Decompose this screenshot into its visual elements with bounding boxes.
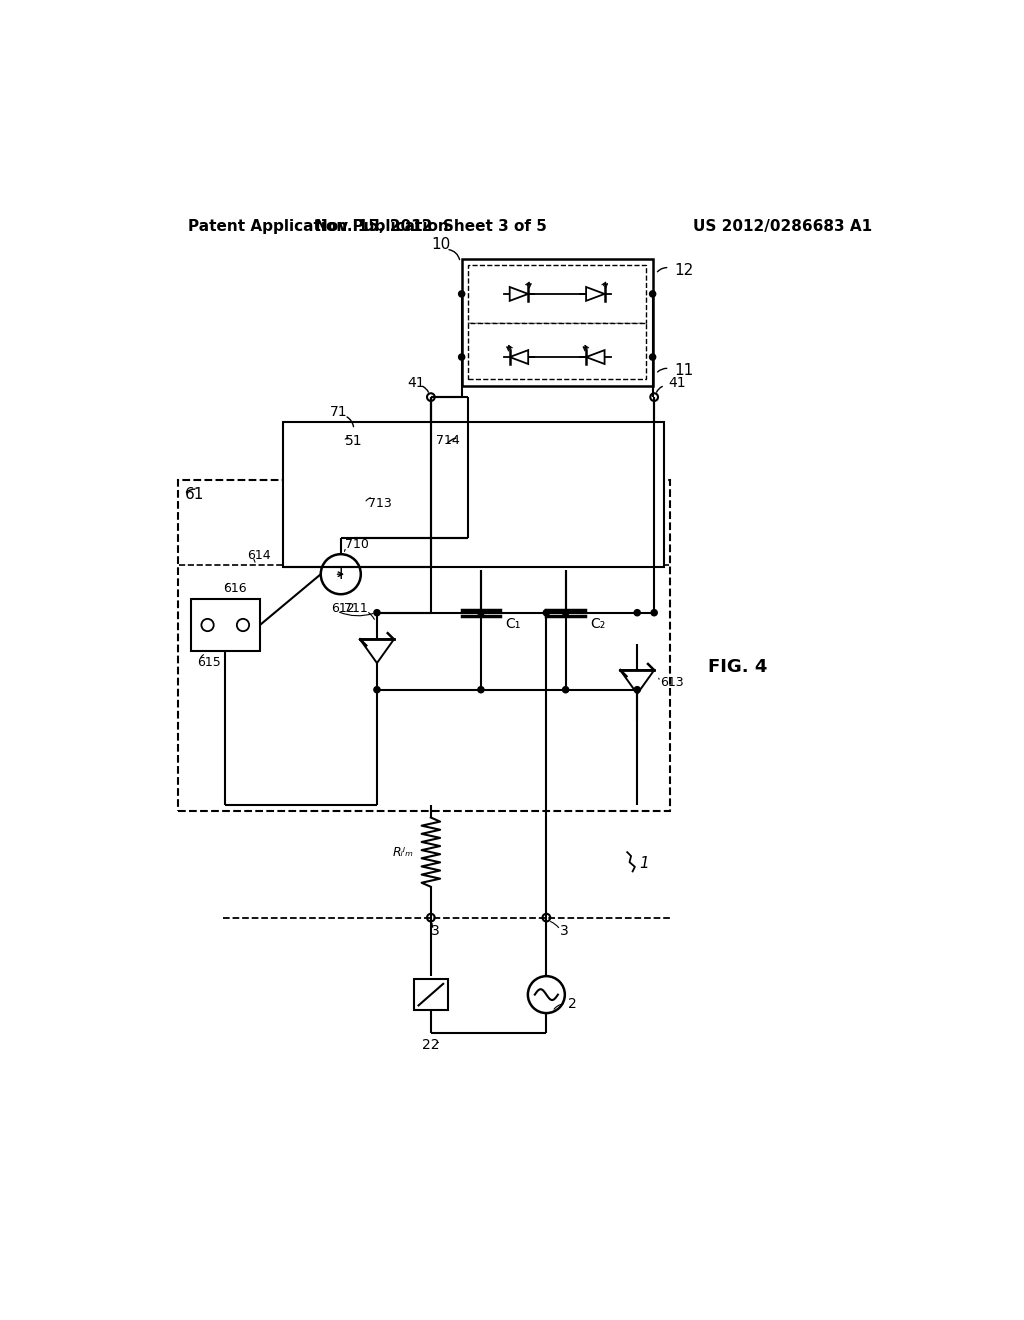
Bar	[396, 441, 449, 480]
Bar	[414, 979, 447, 1010]
Text: 12: 12	[674, 263, 693, 277]
Text: 713: 713	[368, 496, 391, 510]
Bar	[370, 492, 422, 532]
Text: 710: 710	[345, 539, 369, 552]
Circle shape	[374, 610, 380, 615]
Circle shape	[459, 354, 465, 360]
Bar	[462, 259, 652, 385]
Circle shape	[544, 610, 550, 615]
Text: 11: 11	[674, 363, 693, 378]
Text: C₁: C₁	[506, 618, 521, 631]
Bar	[354, 426, 468, 539]
Polygon shape	[586, 350, 604, 364]
Circle shape	[562, 686, 568, 693]
Text: I: I	[339, 566, 343, 582]
Text: C₂: C₂	[590, 618, 605, 631]
Text: Rₗᴵₘ: Rₗᴵₘ	[393, 846, 414, 859]
Polygon shape	[360, 639, 394, 663]
Polygon shape	[510, 350, 528, 364]
Text: 41: 41	[668, 376, 686, 391]
Text: 1: 1	[639, 857, 648, 871]
Circle shape	[634, 686, 640, 693]
Bar	[283, 422, 665, 566]
Text: 614: 614	[248, 549, 271, 562]
Text: 714: 714	[436, 434, 460, 446]
Bar	[190, 599, 260, 651]
Text: FIG. 4: FIG. 4	[708, 657, 767, 676]
Text: US 2012/0286683 A1: US 2012/0286683 A1	[692, 219, 871, 234]
Polygon shape	[510, 286, 528, 301]
Text: 61: 61	[184, 487, 204, 502]
Polygon shape	[586, 286, 604, 301]
Polygon shape	[621, 671, 654, 694]
Bar	[178, 480, 670, 812]
Circle shape	[649, 290, 655, 297]
Text: 71: 71	[330, 405, 348, 420]
Text: Patent Application Publication: Patent Application Publication	[188, 219, 450, 234]
Text: 612: 612	[331, 602, 354, 615]
Circle shape	[374, 686, 380, 693]
Bar	[468, 264, 646, 323]
Text: 22: 22	[422, 1038, 439, 1052]
Circle shape	[459, 290, 465, 297]
Text: 615: 615	[197, 656, 220, 669]
Text: 2: 2	[568, 997, 577, 1011]
Text: 3: 3	[560, 924, 569, 939]
Circle shape	[478, 686, 484, 693]
Text: 616: 616	[223, 582, 247, 594]
Circle shape	[634, 610, 640, 615]
Text: 51: 51	[345, 434, 362, 447]
Text: 41: 41	[408, 376, 425, 391]
Circle shape	[562, 610, 568, 615]
Text: 711: 711	[344, 602, 368, 615]
Text: 3: 3	[431, 924, 439, 939]
Text: Nov. 15, 2012  Sheet 3 of 5: Nov. 15, 2012 Sheet 3 of 5	[315, 219, 547, 234]
Bar	[468, 323, 646, 379]
Text: 613: 613	[660, 676, 684, 689]
Circle shape	[651, 610, 657, 615]
Circle shape	[478, 610, 484, 615]
Text: 10: 10	[431, 238, 451, 252]
Circle shape	[649, 354, 655, 360]
